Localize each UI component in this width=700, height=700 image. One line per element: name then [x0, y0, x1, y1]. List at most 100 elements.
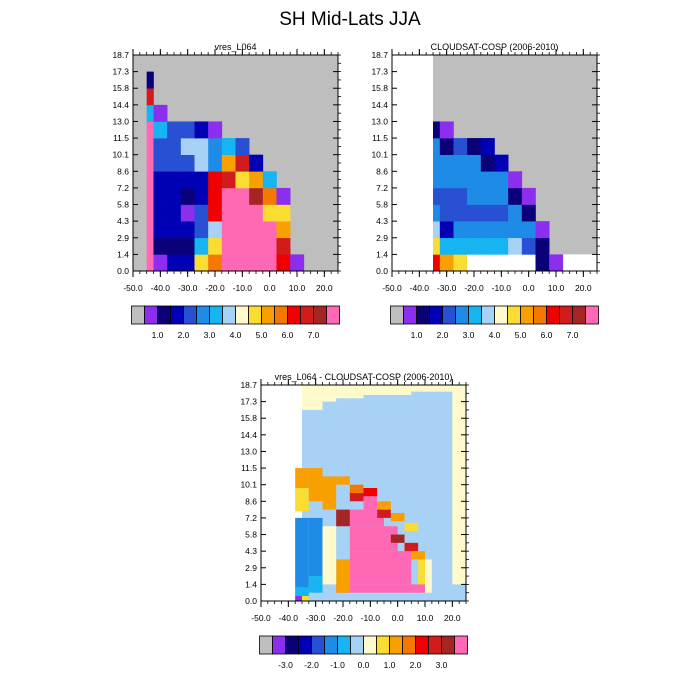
y-tick-label: 5.8	[376, 200, 388, 210]
colorbar-swatch	[520, 305, 534, 325]
heatmap-cell	[276, 237, 291, 255]
colorbar-swatch	[442, 305, 456, 325]
y-tick-label: 0.0	[376, 266, 388, 276]
heatmap-cell	[433, 138, 441, 155]
colorbar-label: 3.0	[436, 660, 448, 670]
colorbar-swatch	[259, 635, 273, 655]
heatmap-cell	[439, 254, 454, 272]
x-tick-label: -50.0	[123, 283, 143, 293]
colorbar-label: 5.0	[256, 330, 268, 340]
heatmap-cell	[208, 121, 223, 139]
heatmap-cell	[146, 204, 154, 222]
y-tick-label: 14.4	[240, 430, 257, 440]
colorbar-swatch	[131, 305, 145, 325]
heatmap-cell	[467, 221, 482, 239]
colorbar-swatch	[455, 305, 469, 325]
heatmap-cell	[302, 596, 309, 601]
heatmap-cell	[467, 204, 482, 222]
heatmap-cell	[221, 154, 236, 172]
heatmap-cell	[180, 171, 195, 189]
heatmap-cell	[508, 171, 523, 189]
heatmap-cell	[235, 221, 250, 239]
heatmap-cell	[439, 154, 454, 172]
colorbar-swatch	[468, 305, 482, 325]
colorbar-label: -2.0	[304, 660, 319, 670]
heatmap-cell	[439, 221, 454, 239]
x-tick-label: 10.0	[548, 283, 565, 293]
heatmap-cell	[521, 221, 536, 239]
x-tick-label: 0.0	[264, 283, 276, 293]
heatmap-cell	[349, 526, 398, 552]
heatmap-cell	[249, 204, 264, 222]
heatmap-cell	[180, 138, 195, 155]
heatmap-cell	[146, 71, 154, 89]
figure-title: SH Mid-Lats JJA	[279, 9, 421, 30]
y-tick-label: 15.8	[240, 413, 257, 423]
heatmap-cell	[194, 187, 209, 205]
heatmap-cell	[276, 221, 291, 239]
heatmap-cell	[180, 204, 195, 222]
heatmap-cell	[453, 237, 468, 255]
heatmap-cell	[336, 509, 350, 527]
colorbar-swatch	[261, 305, 275, 325]
x-tick-label: -40.0	[151, 283, 171, 293]
heatmap-cell	[221, 138, 236, 155]
heatmap-cell	[221, 204, 236, 222]
y-tick-label: 18.7	[112, 50, 129, 60]
colorbar-swatch	[300, 305, 314, 325]
heatmap-cell	[146, 88, 154, 106]
y-tick-label: 11.5	[372, 133, 388, 143]
heatmap-cell	[249, 254, 264, 272]
colorbar-swatch	[311, 635, 325, 655]
colorbar-swatch	[350, 635, 364, 655]
heatmap-cell	[480, 254, 495, 272]
heatmap-cell	[467, 154, 482, 172]
colorbar: 1.0 2.0 3.0 4.0 5.0 6.0 7.0	[131, 305, 340, 340]
heatmap-cell	[262, 254, 277, 272]
heatmap-cell	[439, 121, 454, 139]
heatmap-cell	[439, 187, 454, 205]
heatmap-cell	[194, 204, 209, 222]
colorbar-label: 1.0	[411, 330, 423, 340]
heatmap-cell	[433, 254, 441, 272]
colorbar-swatch	[572, 305, 586, 325]
colorbar-label: 0.0	[358, 660, 370, 670]
heatmap-cell	[249, 221, 264, 239]
heatmap-cell	[295, 488, 309, 512]
x-tick-label: 20.0	[575, 283, 592, 293]
colorbar-swatch	[429, 305, 443, 325]
y-tick-label: 5.8	[245, 530, 257, 540]
heatmap-cell	[377, 509, 391, 518]
heatmap-cell	[167, 138, 182, 155]
colorbar-swatch	[403, 305, 417, 325]
heatmap-cell	[418, 559, 425, 585]
heatmap-cell	[467, 237, 482, 255]
heatmap-cell	[262, 221, 277, 239]
heatmap-cell	[180, 187, 195, 205]
heatmap-cell	[480, 237, 495, 255]
heatmap-cell	[167, 121, 182, 139]
colorbar-swatch	[274, 305, 288, 325]
heatmap-cell	[433, 221, 441, 239]
colorbar-label: 6.0	[282, 330, 294, 340]
heatmap-cell	[453, 254, 468, 272]
heatmap-cell	[363, 385, 412, 395]
colorbar-swatch	[481, 305, 495, 325]
heatmap-cell	[146, 221, 154, 239]
heatmap-cell	[180, 254, 195, 272]
heatmap-cell	[167, 204, 182, 222]
heatmap-cell	[290, 254, 305, 272]
y-tick-label: 2.9	[376, 233, 388, 243]
heatmap-cell	[146, 154, 154, 172]
heatmap-cell	[180, 221, 195, 239]
colorbar-swatch	[415, 635, 429, 655]
colorbar-swatch	[144, 305, 158, 325]
x-tick-label: -20.0	[205, 283, 225, 293]
x-tick-label: 0.0	[523, 283, 535, 293]
heatmap-cell	[276, 187, 291, 205]
heatmap-cell	[453, 221, 468, 239]
colorbar-swatch	[363, 635, 377, 655]
y-tick-label: 7.2	[117, 183, 129, 193]
heatmap-cell	[549, 254, 564, 272]
y-tick-label: 13.0	[371, 116, 388, 126]
